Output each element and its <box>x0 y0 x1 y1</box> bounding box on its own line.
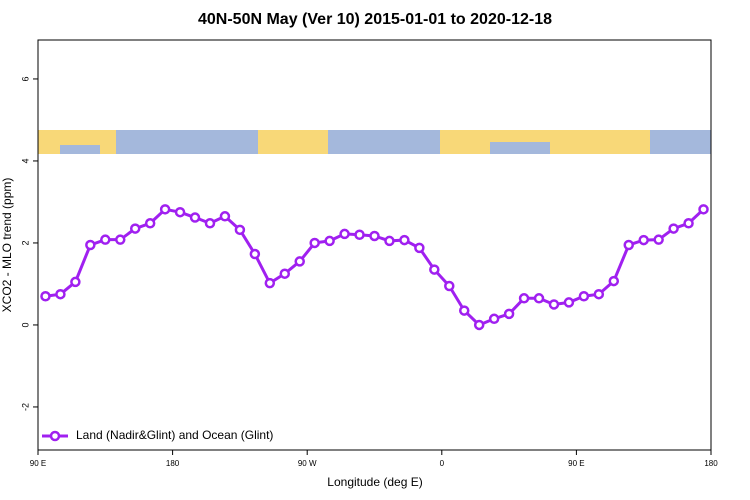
data-point <box>189 212 201 223</box>
data-point <box>653 234 664 245</box>
data-point <box>144 218 156 229</box>
x-tick-label: 0 <box>440 459 445 468</box>
data-point <box>309 237 320 249</box>
map-strip <box>38 130 711 154</box>
data-point <box>473 319 485 331</box>
plot-frame <box>37 39 712 451</box>
data-point <box>115 234 126 245</box>
legend-label: Land (Nadir&Glint) and Ocean (Glint) <box>76 428 273 442</box>
data-point <box>458 305 470 316</box>
data-point <box>40 291 51 302</box>
x-tick-label: 90 W <box>298 459 317 468</box>
data-point <box>488 313 500 325</box>
y-tick-label: 4 <box>20 158 30 163</box>
data-point <box>294 256 305 267</box>
data-point <box>578 291 590 302</box>
data-point <box>324 235 335 247</box>
data-point <box>668 223 679 234</box>
data-point <box>414 242 425 254</box>
data-point <box>369 230 380 242</box>
data-point <box>533 293 545 304</box>
data-point <box>279 268 291 279</box>
legend-marker <box>49 430 61 442</box>
data-point <box>623 239 634 251</box>
y-tick-label: 6 <box>20 76 30 81</box>
data-point <box>548 299 560 310</box>
data-point <box>399 234 410 246</box>
data-point <box>264 277 276 289</box>
data-point <box>159 204 171 215</box>
data-point <box>563 297 575 308</box>
data-point <box>698 204 709 215</box>
data-point <box>354 229 365 240</box>
data-point <box>55 288 66 300</box>
y-tick-label: 2 <box>20 240 30 245</box>
y-tick-label: 0 <box>20 322 30 327</box>
series-line <box>45 207 705 327</box>
y-axis-label: XCO2 - MLO trend (ppm) <box>0 178 14 313</box>
data-point <box>683 218 694 229</box>
y-tick-label: -2 <box>20 403 30 411</box>
x-tick-label: 90 E <box>30 459 46 468</box>
data-point <box>518 293 530 304</box>
data-point <box>70 276 81 288</box>
data-point <box>85 239 96 251</box>
data-point <box>129 223 141 234</box>
data-point <box>638 234 649 246</box>
data-point <box>444 280 455 292</box>
data-point <box>608 275 620 287</box>
data-point <box>100 234 111 245</box>
x-tick-label: 180 <box>704 459 718 468</box>
data-point <box>174 206 186 218</box>
data-point <box>384 235 395 247</box>
x-tick-label: 180 <box>166 459 180 468</box>
data-point <box>503 308 515 320</box>
data-point <box>593 288 605 300</box>
x-axis-label: Longitude (deg E) <box>327 475 422 489</box>
data-point <box>429 264 440 275</box>
data-point <box>249 248 261 260</box>
data-point <box>234 224 246 236</box>
data-point <box>219 211 231 222</box>
data-point <box>204 218 216 229</box>
chart-title: 40N-50N May (Ver 10) 2015-01-01 to 2020-… <box>198 11 552 28</box>
data-point <box>339 228 350 240</box>
x-tick-label: 90 E <box>568 459 584 468</box>
